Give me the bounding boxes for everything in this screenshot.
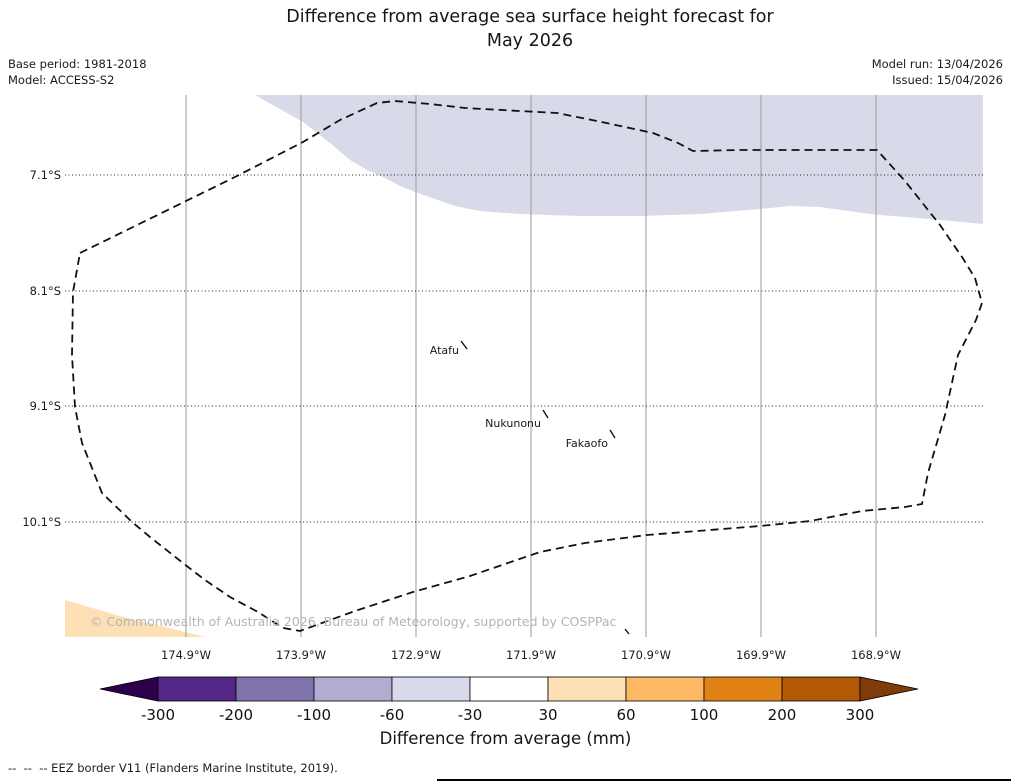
island-label-nukunonu: Nukunonu [485,417,541,430]
meta-right: Model run: 13/04/2026 Issued: 15/04/2026 [872,56,1003,88]
eez-border [71,100,983,632]
lat-tick-label: 7.1°S [30,168,61,182]
colorbar-tick-label: 200 [768,706,797,724]
lon-tick-label: 170.9°W [621,648,671,662]
page-title: Difference from average sea surface heig… [49,5,1011,53]
lon-tick-label: 174.9°W [161,648,211,662]
colorbar-segment [391,676,471,702]
colorbar-segment [703,676,783,702]
lon-tick-label: 171.9°W [506,648,556,662]
longitude-gridlines [185,95,877,637]
page-title-line-1: Difference from average sea surface heig… [286,7,774,27]
colorbar-segment [469,676,549,702]
colorbar-right-arrow [859,676,919,702]
colorbar-tick-labels: -300 -200 -100 -60 -30 30 60 100 200 300 [141,706,874,724]
lon-tick-label: 168.9°W [851,648,901,662]
eez-legend-note: -- -- -- EEZ border V11 (Flanders Marine… [8,761,338,775]
base-period-label: Base period: 1981-2018 [8,57,147,71]
colorbar-tick-label: 60 [616,706,635,724]
page-title-line-2: May 2026 [486,31,574,51]
island-label-atafu: Atafu [430,344,459,357]
colorbar: -300 -200 -100 -60 -30 30 60 100 200 300 [99,676,919,724]
colorbar-tick-label: -30 [458,706,483,724]
positive-anomaly-region [65,600,205,637]
islands: Atafu Nukunonu Fakaofo [430,340,630,635]
colorbar-segment [235,676,315,702]
island-marker-tick [460,340,468,350]
colorbar-tick-label: -100 [297,706,331,724]
colorbar-tick-label: -300 [141,706,175,724]
model-run-label: Model run: 13/04/2026 [871,57,1003,71]
colorbar-segment [547,676,627,702]
anomaly-regions [65,95,983,637]
colorbar-left-arrow [99,676,159,702]
meta-left: Base period: 1981-2018 Model: ACCESS-S2 [8,56,147,88]
colorbar-title: Difference from average (mm) [379,729,632,748]
negative-anomaly-region [255,95,983,224]
colorbar-segment [313,676,393,702]
colorbar-segment [157,676,237,702]
island-label-fakaofo: Fakaofo [566,437,609,450]
island-marker-tick [609,429,616,439]
colorbar-segment [781,676,861,702]
model-label: Model: ACCESS-S2 [8,73,115,87]
lon-tick-label: 172.9°W [391,648,441,662]
latitude-gridlines [65,174,983,523]
issued-label: Issued: 15/04/2026 [892,73,1003,87]
latitude-tick-labels: 7.1°S 8.1°S 9.1°S 10.1°S [22,168,61,529]
lat-tick-label: 9.1°S [30,399,61,413]
lat-tick-label: 10.1°S [22,515,61,529]
colorbar-tick-label: 300 [846,706,875,724]
lon-tick-label: 173.9°W [276,648,326,662]
unlabeled-island-marker-tick [624,628,630,635]
island-marker-tick [542,409,549,419]
colorbar-tick-label: 100 [690,706,719,724]
bottom-edge-line [437,779,1011,781]
copyright-notice: © Commonwealth of Australia 2026, Bureau… [90,614,616,629]
colorbar-segment [625,676,705,702]
colorbar-tick-label: 30 [538,706,557,724]
colorbar-tick-label: -200 [219,706,253,724]
colorbar-tick-label: -60 [380,706,405,724]
longitude-tick-labels: 174.9°W 173.9°W 172.9°W 171.9°W 170.9°W … [161,648,901,662]
lat-tick-label: 8.1°S [30,284,61,298]
lon-tick-label: 169.9°W [736,648,786,662]
